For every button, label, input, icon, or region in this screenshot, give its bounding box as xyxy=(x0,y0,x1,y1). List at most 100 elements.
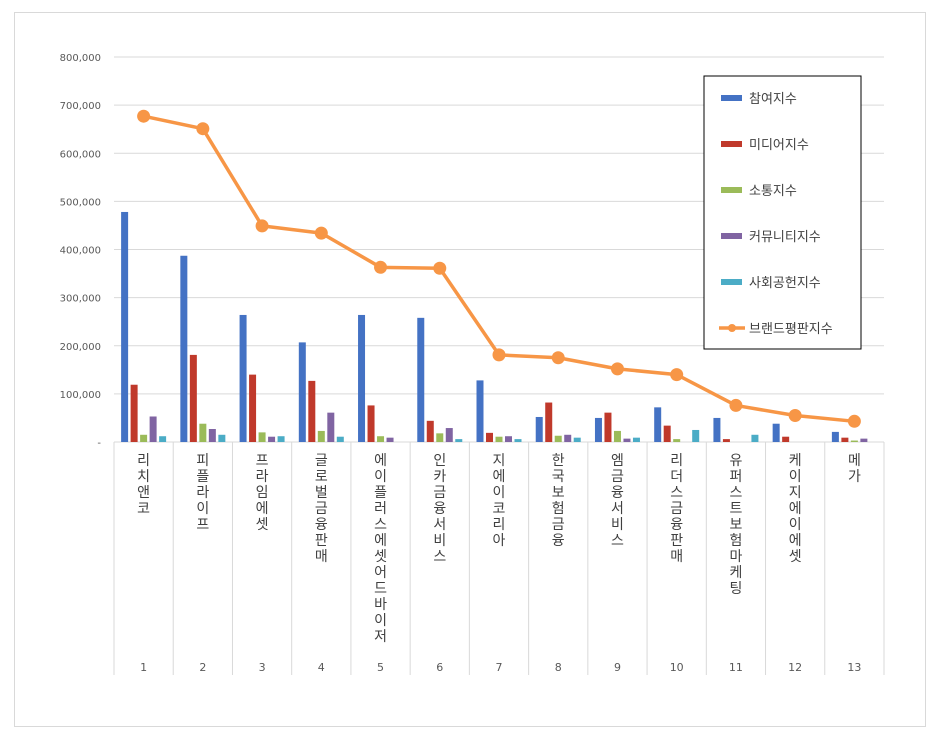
legend-swatch xyxy=(721,141,742,147)
legend-label: 커뮤니티지수 xyxy=(749,230,821,245)
line-point xyxy=(492,348,506,362)
legend-swatch xyxy=(721,187,742,193)
bar xyxy=(564,434,572,442)
line-series xyxy=(137,109,861,428)
bar xyxy=(692,429,700,442)
x-tick-label: 9 xyxy=(614,661,621,674)
bar xyxy=(505,436,512,442)
bar xyxy=(772,423,780,442)
bar xyxy=(654,407,662,442)
bar xyxy=(713,417,721,442)
legend-label: 사회공헌지수 xyxy=(749,276,821,291)
x-tick-label: 4 xyxy=(318,661,325,674)
bar xyxy=(486,432,493,442)
line-point xyxy=(670,368,684,382)
x-tick-label: 5 xyxy=(377,661,384,674)
bar xyxy=(455,439,463,442)
y-tick-label: - xyxy=(97,438,101,449)
y-tick-label: 600,000 xyxy=(60,149,101,160)
bar xyxy=(623,438,631,442)
legend-swatch xyxy=(721,95,742,101)
legend-marker xyxy=(728,324,736,332)
line-point xyxy=(255,219,269,233)
bar xyxy=(594,417,602,442)
x-tick-label: 6 xyxy=(436,661,443,674)
bar xyxy=(367,405,375,442)
bar xyxy=(308,380,316,442)
line-point xyxy=(433,261,447,275)
bar xyxy=(180,255,188,442)
bar xyxy=(831,431,839,442)
bar xyxy=(258,432,266,442)
bar xyxy=(663,425,671,442)
x-tick-label: 1 xyxy=(140,661,147,674)
x-tick-label: 10 xyxy=(670,661,684,674)
bar xyxy=(604,412,612,442)
bar xyxy=(613,430,621,442)
line-point xyxy=(610,362,624,376)
legend-label: 참여지수 xyxy=(749,92,797,107)
bar xyxy=(298,342,306,442)
bar xyxy=(239,314,247,442)
legend-swatch xyxy=(721,233,742,239)
bar xyxy=(476,380,484,442)
bar xyxy=(514,439,522,442)
y-tick-label: 500,000 xyxy=(60,197,101,208)
bar xyxy=(782,436,790,442)
y-tick-label: 700,000 xyxy=(60,101,101,112)
line-point xyxy=(729,398,743,412)
line-point xyxy=(788,409,802,423)
bar xyxy=(208,429,216,442)
bar xyxy=(417,317,425,442)
bar xyxy=(632,437,640,442)
x-tick-label: 2 xyxy=(199,661,206,674)
bar xyxy=(436,433,444,442)
y-tick-label: 200,000 xyxy=(60,342,101,353)
legend-box xyxy=(703,75,862,350)
bar xyxy=(159,436,167,442)
x-tick-label: 7 xyxy=(496,661,503,674)
bar xyxy=(130,384,138,442)
bar xyxy=(218,434,226,442)
bar xyxy=(377,436,385,442)
x-tick-label: 13 xyxy=(847,661,861,674)
y-tick-label: 100,000 xyxy=(60,390,101,401)
y-tick-label: 400,000 xyxy=(60,246,101,257)
bar xyxy=(268,436,276,442)
x-tick-label: 12 xyxy=(788,661,802,674)
bar xyxy=(317,430,325,442)
x-axis-labels: 리 치 앤 코 1 피 플 라 이 프 2 프 라 임 에 셋 3 글 로 벌 금 융 판 매 4 에 이 플 러 스 에 셋 어 드 바 이 저 5 인 카… xyxy=(137,453,861,674)
x-tick-label: 8 xyxy=(555,661,562,674)
y-tick-label: 800,000 xyxy=(60,53,101,64)
bar xyxy=(673,439,681,442)
legend-label: 소통지수 xyxy=(749,184,797,199)
x-category-dividers xyxy=(113,442,885,675)
bar xyxy=(199,423,207,442)
bar xyxy=(249,374,257,442)
bar xyxy=(841,437,849,442)
bar xyxy=(495,436,503,442)
line-point xyxy=(314,226,328,240)
bar xyxy=(573,437,581,442)
bar xyxy=(149,416,157,442)
bar xyxy=(327,412,335,442)
x-tick-label: 3 xyxy=(259,661,266,674)
legend-label: 브랜드평판지수 xyxy=(749,322,833,337)
bar xyxy=(535,416,543,442)
chart-frame: - 100,000 200,000 300,000 400,000 500,000 600,… xyxy=(14,12,926,727)
bar xyxy=(722,439,730,442)
line-point xyxy=(374,260,388,274)
bar-series xyxy=(121,211,868,442)
bar xyxy=(850,440,858,442)
